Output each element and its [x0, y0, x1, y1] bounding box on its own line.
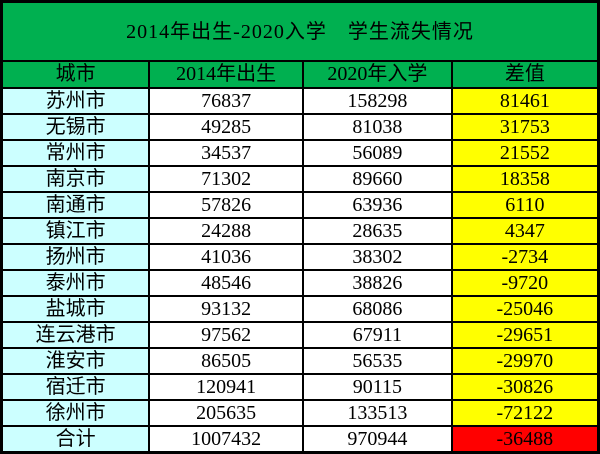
column-header-born-2014: 2014年出生: [148, 60, 304, 89]
column-header-diff: 差值: [450, 60, 600, 89]
table-row: 扬州市 41036 38302 -2734: [0, 242, 600, 271]
cell-diff: 31753: [450, 112, 600, 141]
cell-born-2014: 71302: [148, 164, 304, 193]
cell-born-2014: 24288: [148, 216, 304, 245]
cell-born-2014: 49285: [148, 112, 304, 141]
cell-diff: 18358: [450, 164, 600, 193]
cell-diff: 6110: [450, 190, 600, 219]
cell-city: 常州市: [0, 138, 151, 167]
table-row: 宿迁市 120941 90115 -30826: [0, 373, 600, 402]
table-row: 盐城市 93132 68086 -25046: [0, 295, 600, 324]
column-header-city: 城市: [0, 60, 151, 89]
cell-enroll-2020: 81038: [301, 112, 453, 141]
cell-city: 扬州市: [0, 242, 151, 271]
header-row: 城市 2014年出生 2020年入学 差值: [0, 60, 600, 89]
cell-enroll-2020: 158298: [301, 86, 453, 115]
cell-enroll-2020: 63936: [301, 190, 453, 219]
cell-born-2014: 76837: [148, 86, 304, 115]
cell-diff: -29970: [450, 347, 600, 376]
cell-diff: -36488: [450, 425, 600, 454]
table-row: 常州市 34537 56089 21552: [0, 138, 600, 167]
cell-enroll-2020: 28635: [301, 216, 453, 245]
cell-enroll-2020: 38826: [301, 268, 453, 298]
cell-born-2014: 34537: [148, 138, 304, 167]
table-row: 苏州市 76837 158298 81461: [0, 86, 600, 115]
cell-city: 泰州市: [0, 268, 151, 298]
table-row: 南京市 71302 89660 18358: [0, 164, 600, 193]
cell-born-2014: 97562: [148, 321, 304, 350]
table-row: 无锡市 49285 81038 31753: [0, 112, 600, 141]
cell-diff: -72122: [450, 399, 600, 428]
table-row: 镇江市 24288 28635 4347: [0, 216, 600, 245]
cell-diff: 4347: [450, 216, 600, 245]
cell-diff: -9720: [450, 268, 600, 298]
title-row: 2014年出生-2020入学 学生流失情况: [0, 0, 600, 63]
cell-city: 镇江市: [0, 216, 151, 245]
cell-diff: -29651: [450, 321, 600, 350]
table-row: 泰州市 48546 38826 -9720: [0, 268, 600, 298]
table-row: 南通市 57826 63936 6110: [0, 190, 600, 219]
cell-enroll-2020: 90115: [301, 373, 453, 402]
cell-born-2014: 93132: [148, 295, 304, 324]
cell-city: 合计: [0, 425, 151, 454]
cell-city: 连云港市: [0, 321, 151, 350]
cell-diff: 81461: [450, 86, 600, 115]
cell-born-2014: 41036: [148, 242, 304, 271]
cell-city: 南京市: [0, 164, 151, 193]
cell-enroll-2020: 56089: [301, 138, 453, 167]
cell-enroll-2020: 67911: [301, 321, 453, 350]
cell-city: 无锡市: [0, 112, 151, 141]
cell-born-2014: 57826: [148, 190, 304, 219]
cell-diff: 21552: [450, 138, 600, 167]
page-title: 2014年出生-2020入学 学生流失情况: [0, 0, 600, 63]
cell-city: 徐州市: [0, 399, 151, 428]
cell-city: 淮安市: [0, 347, 151, 376]
table-row: 徐州市 205635 133513 -72122: [0, 399, 600, 428]
cell-city: 宿迁市: [0, 373, 151, 402]
cell-city: 苏州市: [0, 86, 151, 115]
table-row: 连云港市 97562 67911 -29651: [0, 321, 600, 350]
cell-diff: -2734: [450, 242, 600, 271]
cell-city: 南通市: [0, 190, 151, 219]
cell-enroll-2020: 56535: [301, 347, 453, 376]
cell-enroll-2020: 68086: [301, 295, 453, 324]
cell-born-2014: 205635: [148, 399, 304, 428]
cell-born-2014: 48546: [148, 268, 304, 298]
column-header-enroll-2020: 2020年入学: [301, 60, 453, 89]
table-row: 淮安市 86505 56535 -29970: [0, 347, 600, 376]
cell-diff: -25046: [450, 295, 600, 324]
cell-born-2014: 86505: [148, 347, 304, 376]
cell-city: 盐城市: [0, 295, 151, 324]
cell-enroll-2020: 133513: [301, 399, 453, 428]
total-row: 合计 1007432 970944 -36488: [0, 425, 600, 454]
cell-enroll-2020: 89660: [301, 164, 453, 193]
cell-diff: -30826: [450, 373, 600, 402]
cell-born-2014: 1007432: [148, 425, 304, 454]
cell-enroll-2020: 38302: [301, 242, 453, 271]
cell-born-2014: 120941: [148, 373, 304, 402]
cell-enroll-2020: 970944: [301, 425, 453, 454]
